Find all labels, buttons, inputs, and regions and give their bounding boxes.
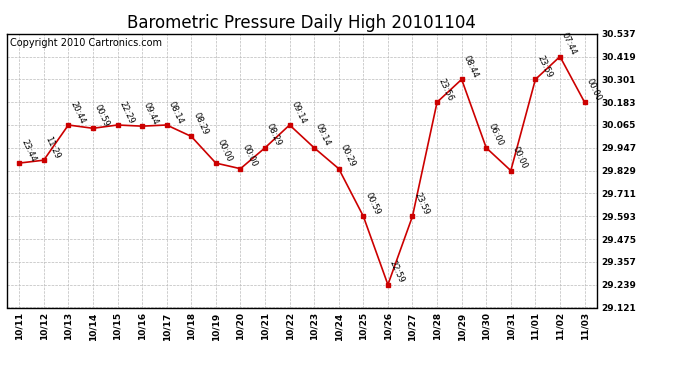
Text: 09:14: 09:14 — [314, 123, 333, 148]
Text: 08:29: 08:29 — [191, 111, 210, 136]
Text: 20:44: 20:44 — [68, 100, 86, 125]
Title: Barometric Pressure Daily High 20101104: Barometric Pressure Daily High 20101104 — [128, 14, 476, 32]
Text: Copyright 2010 Cartronics.com: Copyright 2010 Cartronics.com — [10, 38, 162, 48]
Text: 23:56: 23:56 — [437, 76, 455, 102]
Text: 22:29: 22:29 — [117, 100, 136, 125]
Text: 07:44: 07:44 — [560, 31, 578, 57]
Text: 00:29: 00:29 — [339, 143, 357, 169]
Text: 00:59: 00:59 — [364, 191, 382, 216]
Text: 06:00: 06:00 — [486, 122, 504, 148]
Text: 08:44: 08:44 — [462, 54, 480, 80]
Text: 09:14: 09:14 — [290, 100, 308, 125]
Text: 00:00: 00:00 — [511, 145, 529, 171]
Text: 22:59: 22:59 — [388, 260, 406, 285]
Text: 11:29: 11:29 — [43, 135, 62, 160]
Text: 09:44: 09:44 — [142, 101, 160, 126]
Text: 08:29: 08:29 — [265, 122, 284, 148]
Text: 23:59: 23:59 — [413, 191, 431, 216]
Text: 00:59: 00:59 — [93, 103, 111, 128]
Text: 08:14: 08:14 — [167, 99, 185, 125]
Text: 00:00: 00:00 — [240, 143, 259, 169]
Text: 23:44: 23:44 — [19, 138, 37, 163]
Text: 23:59: 23:59 — [535, 54, 553, 80]
Text: 00:00: 00:00 — [584, 77, 603, 102]
Text: 00:00: 00:00 — [216, 138, 234, 163]
